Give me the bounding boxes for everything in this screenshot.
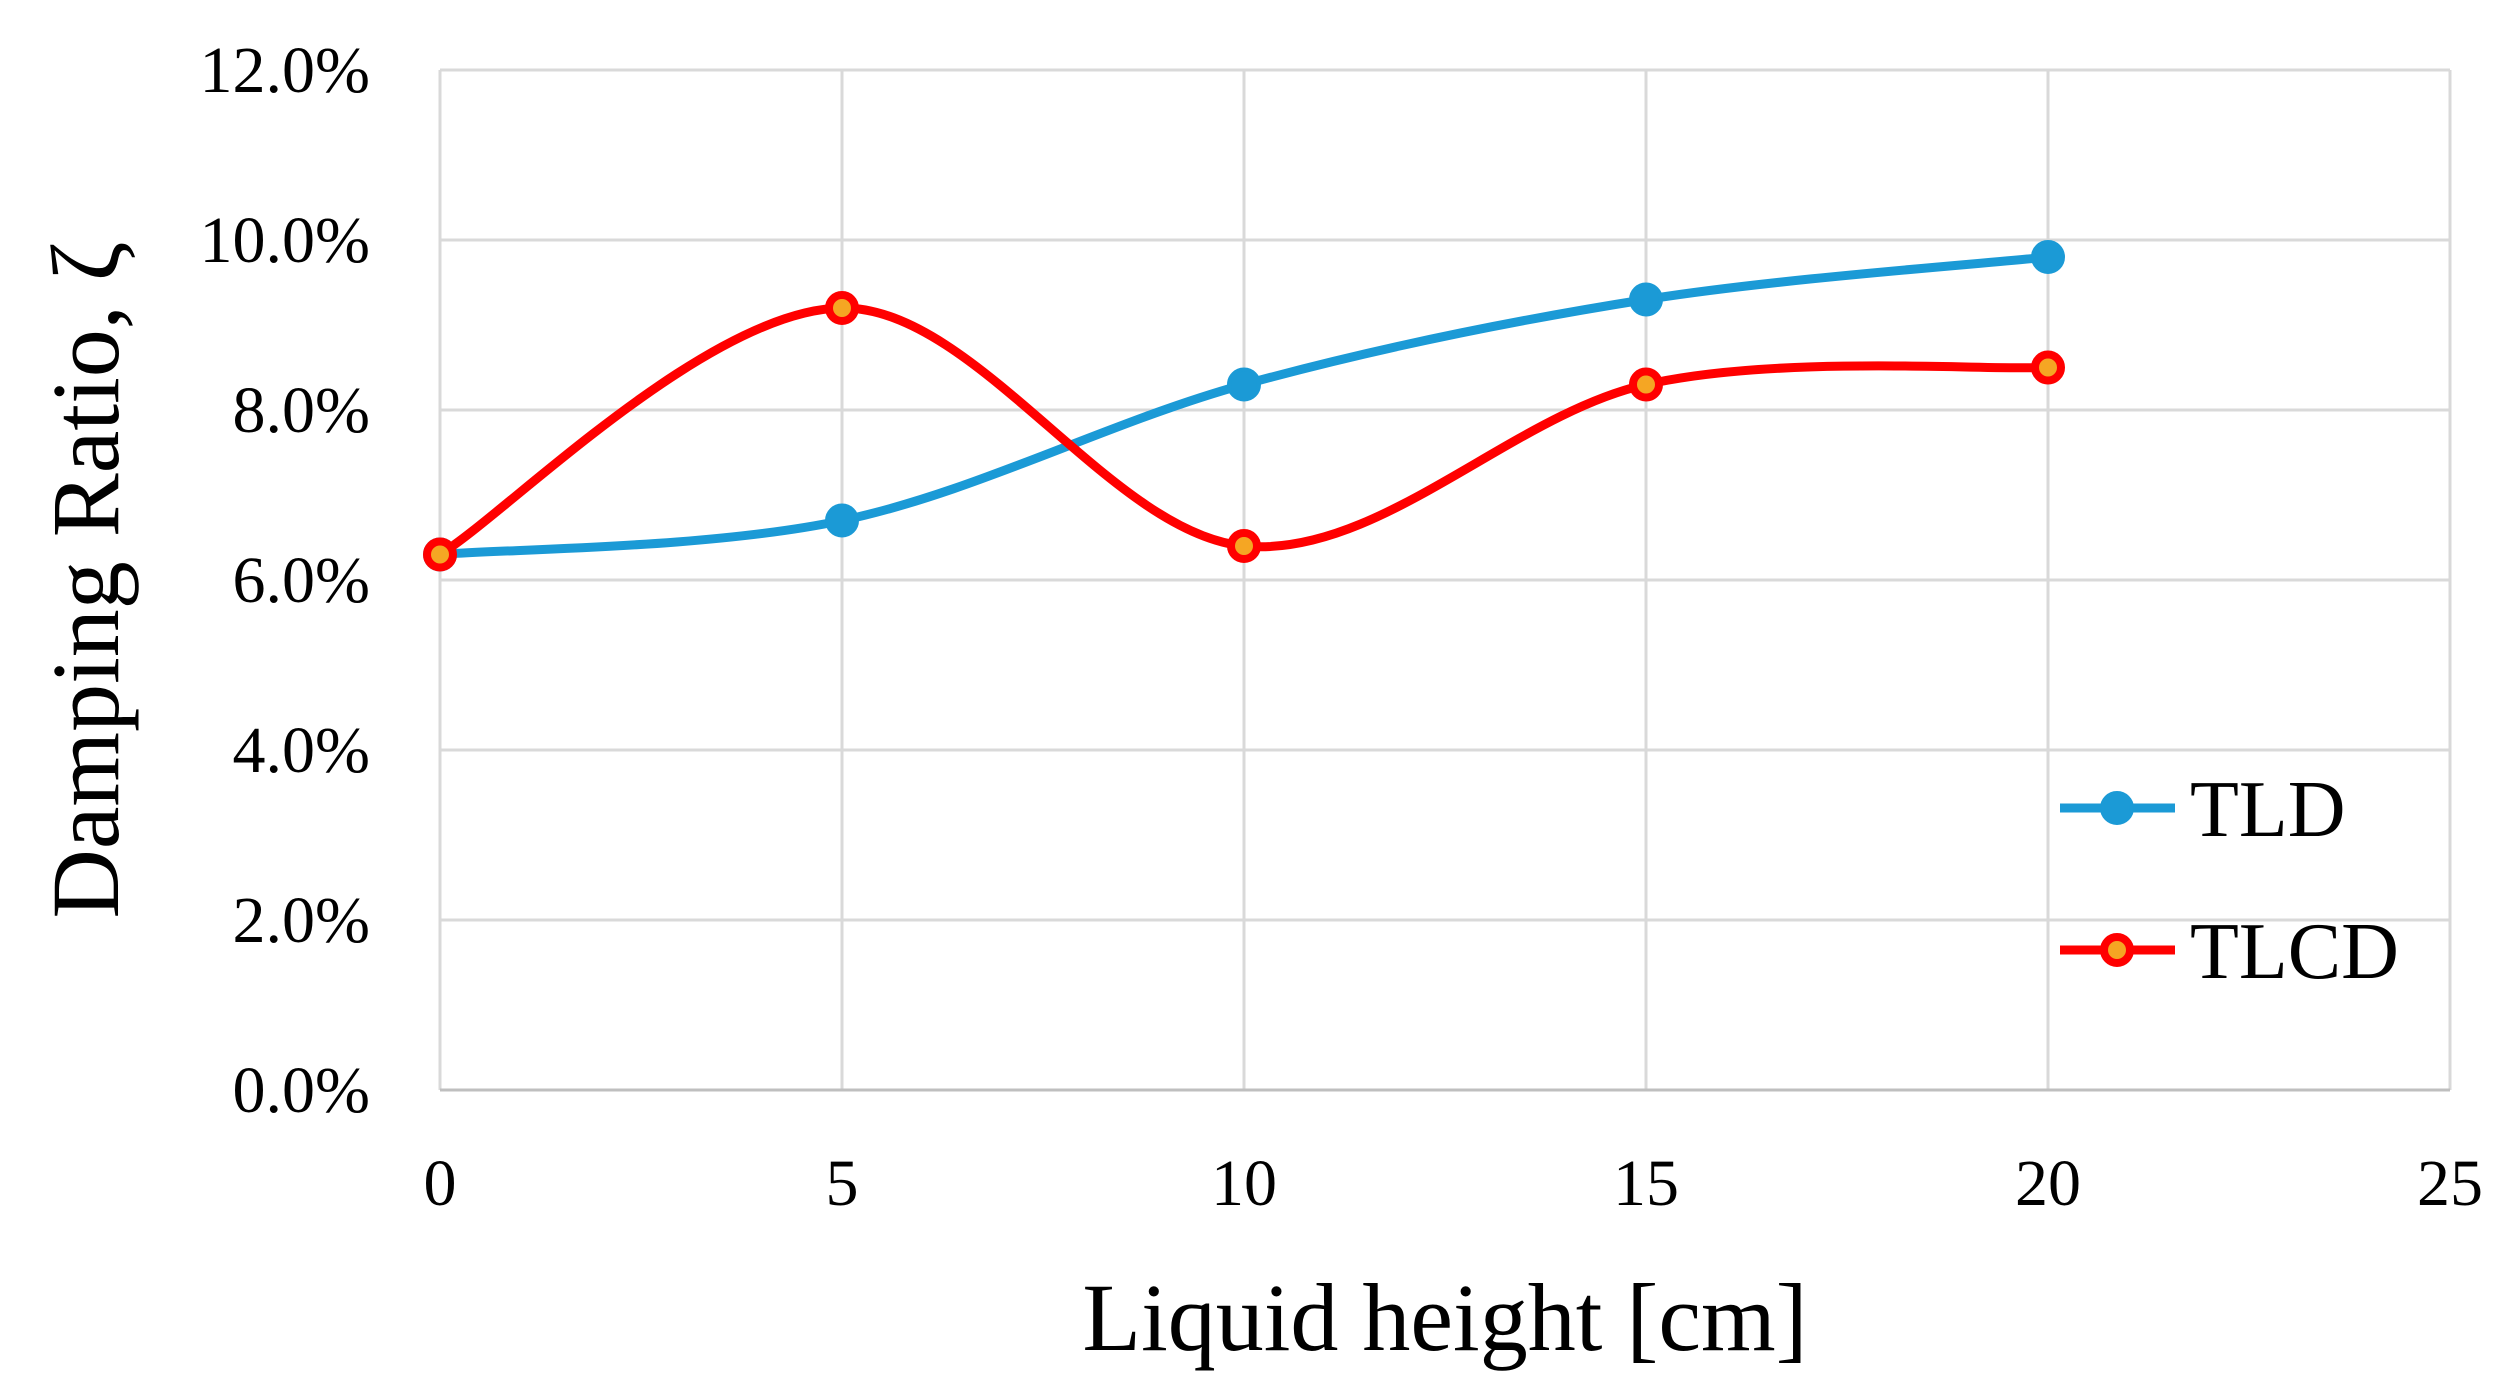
data-point-tld [2031, 240, 2065, 274]
legend-item-tlcd: TLCD [2060, 908, 2399, 996]
series-tlcd [423, 291, 2065, 572]
data-point-tlcd [825, 291, 859, 325]
data-point-tlcd [423, 537, 457, 572]
y-tick-label: 8.0% [233, 374, 370, 447]
data-point-tld [825, 503, 859, 538]
y-tick-label: 0.0% [233, 1054, 370, 1127]
grid [438, 68, 2452, 1092]
y-tick-labels: 0.0% 2.0% 4.0% 6.0% 8.0% 10.0% 12.0% [200, 34, 370, 1127]
data-point-tlcd [1629, 367, 1663, 402]
x-tick-label: 0 [424, 1147, 457, 1220]
y-tick-label: 10.0% [200, 204, 370, 277]
data-point-tld [1227, 367, 1261, 402]
data-point-tlcd [2031, 350, 2065, 385]
y-tick-label: 6.0% [233, 544, 370, 617]
data-point-tld [1629, 282, 1663, 317]
legend: TLD TLCD [2060, 766, 2399, 996]
x-tick-label: 20 [2015, 1147, 2081, 1220]
x-tick-label: 5 [826, 1147, 859, 1220]
legend-marker-tld [2100, 791, 2134, 825]
x-tick-label: 15 [1613, 1147, 1679, 1220]
x-tick-label: 25 [2417, 1147, 2483, 1220]
legend-item-tld: TLD [2060, 766, 2346, 854]
y-axis-title: Damping Ratio, ζ [32, 241, 139, 918]
y-tick-label: 4.0% [233, 714, 370, 787]
x-tick-labels: 0 5 10 15 20 25 [424, 1147, 2484, 1220]
y-tick-label: 12.0% [200, 34, 370, 107]
y-tick-label: 2.0% [233, 884, 370, 957]
x-tick-label: 10 [1211, 1147, 1277, 1220]
legend-marker-tlcd [2100, 933, 2134, 967]
data-point-tlcd [1227, 529, 1261, 563]
legend-label-tlcd: TLCD [2190, 908, 2399, 996]
x-axis-title: Liquid height [cm] [1082, 1264, 1807, 1371]
legend-label-tld: TLD [2190, 766, 2346, 854]
series-lines [423, 240, 2065, 572]
